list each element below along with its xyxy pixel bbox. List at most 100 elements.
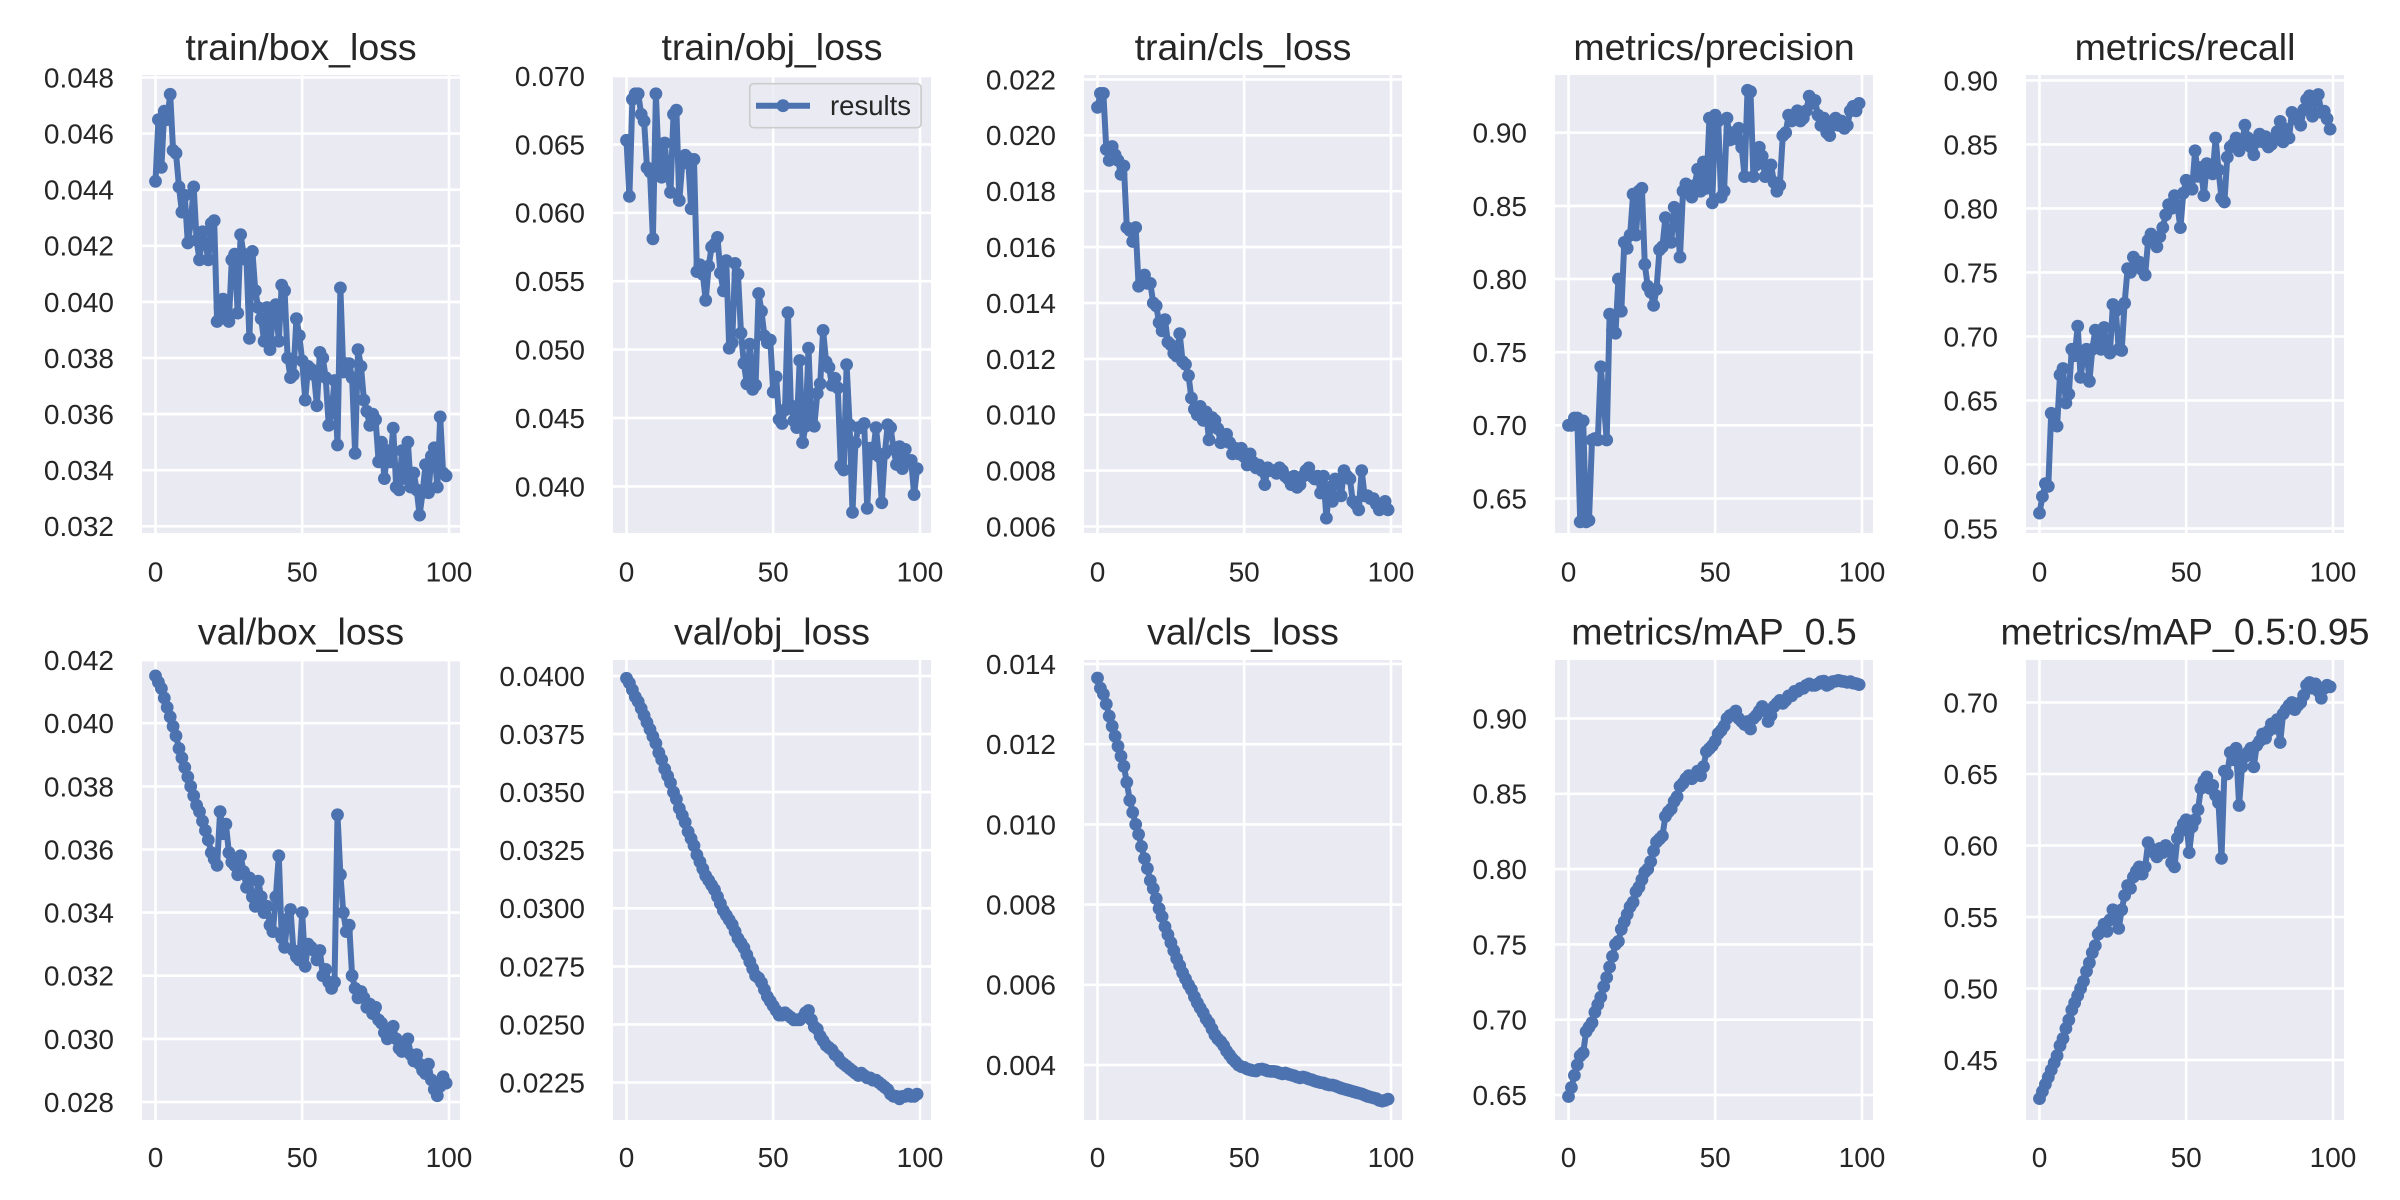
svg-text:0.70: 0.70: [1473, 410, 1528, 441]
svg-text:0.020: 0.020: [986, 120, 1056, 151]
svg-text:0.038: 0.038: [44, 343, 114, 374]
svg-text:0.012: 0.012: [986, 344, 1056, 375]
svg-text:100: 100: [897, 1142, 944, 1173]
svg-text:0.85: 0.85: [1473, 779, 1528, 810]
svg-text:0: 0: [2032, 557, 2048, 588]
svg-text:0.004: 0.004: [986, 1050, 1056, 1081]
svg-text:0.032: 0.032: [44, 511, 114, 542]
svg-text:0.65: 0.65: [1944, 759, 1999, 790]
svg-text:0: 0: [619, 1142, 635, 1173]
svg-text:0.0225: 0.0225: [499, 1067, 585, 1098]
svg-text:50: 50: [1700, 1142, 1731, 1173]
svg-text:0.80: 0.80: [1473, 264, 1528, 295]
svg-text:50: 50: [1700, 557, 1731, 588]
svg-text:0.85: 0.85: [1473, 191, 1528, 222]
svg-text:0.0300: 0.0300: [499, 893, 585, 924]
svg-text:0.030: 0.030: [44, 1024, 114, 1055]
svg-text:0.014: 0.014: [986, 288, 1056, 319]
svg-text:0.0250: 0.0250: [499, 1009, 585, 1040]
svg-text:0.0275: 0.0275: [499, 951, 585, 982]
svg-text:0.75: 0.75: [1473, 929, 1528, 960]
svg-text:0.034: 0.034: [44, 898, 114, 929]
svg-text:0.044: 0.044: [44, 175, 114, 206]
svg-text:0.45: 0.45: [1944, 1045, 1999, 1076]
svg-text:100: 100: [2310, 1142, 2357, 1173]
svg-text:0.80: 0.80: [1944, 193, 1999, 224]
svg-text:0.022: 0.022: [986, 64, 1056, 95]
svg-text:0: 0: [1561, 1142, 1577, 1173]
svg-text:0.060: 0.060: [515, 198, 585, 229]
svg-text:50: 50: [758, 557, 789, 588]
svg-text:0.85: 0.85: [1944, 129, 1999, 160]
svg-text:metrics/mAP_0.5:0.95: metrics/mAP_0.5:0.95: [2001, 611, 2370, 653]
svg-text:0.90: 0.90: [1473, 118, 1528, 149]
svg-text:0.008: 0.008: [986, 456, 1056, 487]
svg-text:50: 50: [1229, 1142, 1260, 1173]
svg-text:0.90: 0.90: [1944, 65, 1999, 96]
svg-text:0: 0: [1090, 557, 1106, 588]
svg-text:50: 50: [287, 557, 318, 588]
svg-text:val/cls_loss: val/cls_loss: [1147, 611, 1339, 653]
svg-text:0.040: 0.040: [515, 471, 585, 502]
svg-text:0.036: 0.036: [44, 834, 114, 865]
svg-text:0.040: 0.040: [44, 708, 114, 739]
svg-text:50: 50: [758, 1142, 789, 1173]
svg-text:100: 100: [1839, 557, 1886, 588]
svg-text:0.018: 0.018: [986, 176, 1056, 207]
svg-text:0.80: 0.80: [1473, 854, 1528, 885]
svg-text:0: 0: [148, 557, 164, 588]
svg-text:0.55: 0.55: [1944, 513, 1999, 544]
svg-text:0.065: 0.065: [515, 129, 585, 160]
svg-text:0.070: 0.070: [515, 61, 585, 92]
svg-text:0.028: 0.028: [44, 1087, 114, 1118]
svg-text:0.65: 0.65: [1473, 483, 1528, 514]
svg-text:0.65: 0.65: [1473, 1080, 1528, 1111]
svg-text:0.0350: 0.0350: [499, 777, 585, 808]
svg-text:train/box_loss: train/box_loss: [185, 26, 416, 68]
svg-text:train/obj_loss: train/obj_loss: [662, 26, 883, 68]
svg-text:100: 100: [897, 557, 944, 588]
svg-text:100: 100: [426, 557, 473, 588]
svg-text:100: 100: [1839, 1142, 1886, 1173]
svg-text:metrics/mAP_0.5: metrics/mAP_0.5: [1571, 611, 1857, 653]
svg-text:0.045: 0.045: [515, 403, 585, 434]
svg-text:0.70: 0.70: [1473, 1005, 1528, 1036]
svg-text:0.042: 0.042: [44, 645, 114, 676]
svg-text:0.040: 0.040: [44, 287, 114, 318]
svg-text:val/obj_loss: val/obj_loss: [674, 611, 870, 653]
svg-text:0.0375: 0.0375: [499, 719, 585, 750]
svg-text:0.65: 0.65: [1944, 385, 1999, 416]
svg-text:100: 100: [2310, 557, 2357, 588]
svg-text:0.050: 0.050: [515, 335, 585, 366]
svg-text:0: 0: [619, 557, 635, 588]
svg-text:0.008: 0.008: [986, 890, 1056, 921]
svg-text:0.90: 0.90: [1473, 703, 1528, 734]
svg-text:0.048: 0.048: [44, 62, 114, 93]
svg-text:100: 100: [1368, 1142, 1415, 1173]
svg-text:0.046: 0.046: [44, 119, 114, 150]
svg-text:100: 100: [1368, 557, 1415, 588]
svg-text:0.75: 0.75: [1473, 337, 1528, 368]
svg-text:0.70: 0.70: [1944, 687, 1999, 718]
svg-text:50: 50: [2171, 557, 2202, 588]
svg-text:0.014: 0.014: [986, 649, 1056, 680]
svg-text:0.036: 0.036: [44, 399, 114, 430]
svg-text:0.75: 0.75: [1944, 257, 1999, 288]
svg-text:0.006: 0.006: [986, 511, 1056, 542]
svg-text:0.038: 0.038: [44, 771, 114, 802]
svg-text:0.010: 0.010: [986, 400, 1056, 431]
svg-text:0.042: 0.042: [44, 231, 114, 262]
svg-text:train/cls_loss: train/cls_loss: [1135, 26, 1352, 68]
svg-text:results: results: [830, 90, 911, 121]
svg-text:0.70: 0.70: [1944, 321, 1999, 352]
svg-text:0.50: 0.50: [1944, 973, 1999, 1004]
svg-text:50: 50: [2171, 1142, 2202, 1173]
svg-text:50: 50: [1229, 557, 1260, 588]
svg-text:metrics/precision: metrics/precision: [1573, 26, 1854, 68]
svg-text:0.010: 0.010: [986, 809, 1056, 840]
svg-text:0.006: 0.006: [986, 970, 1056, 1001]
svg-text:0: 0: [2032, 1142, 2048, 1173]
svg-text:0.016: 0.016: [986, 232, 1056, 263]
svg-text:0.012: 0.012: [986, 729, 1056, 760]
svg-text:0.055: 0.055: [515, 266, 585, 297]
